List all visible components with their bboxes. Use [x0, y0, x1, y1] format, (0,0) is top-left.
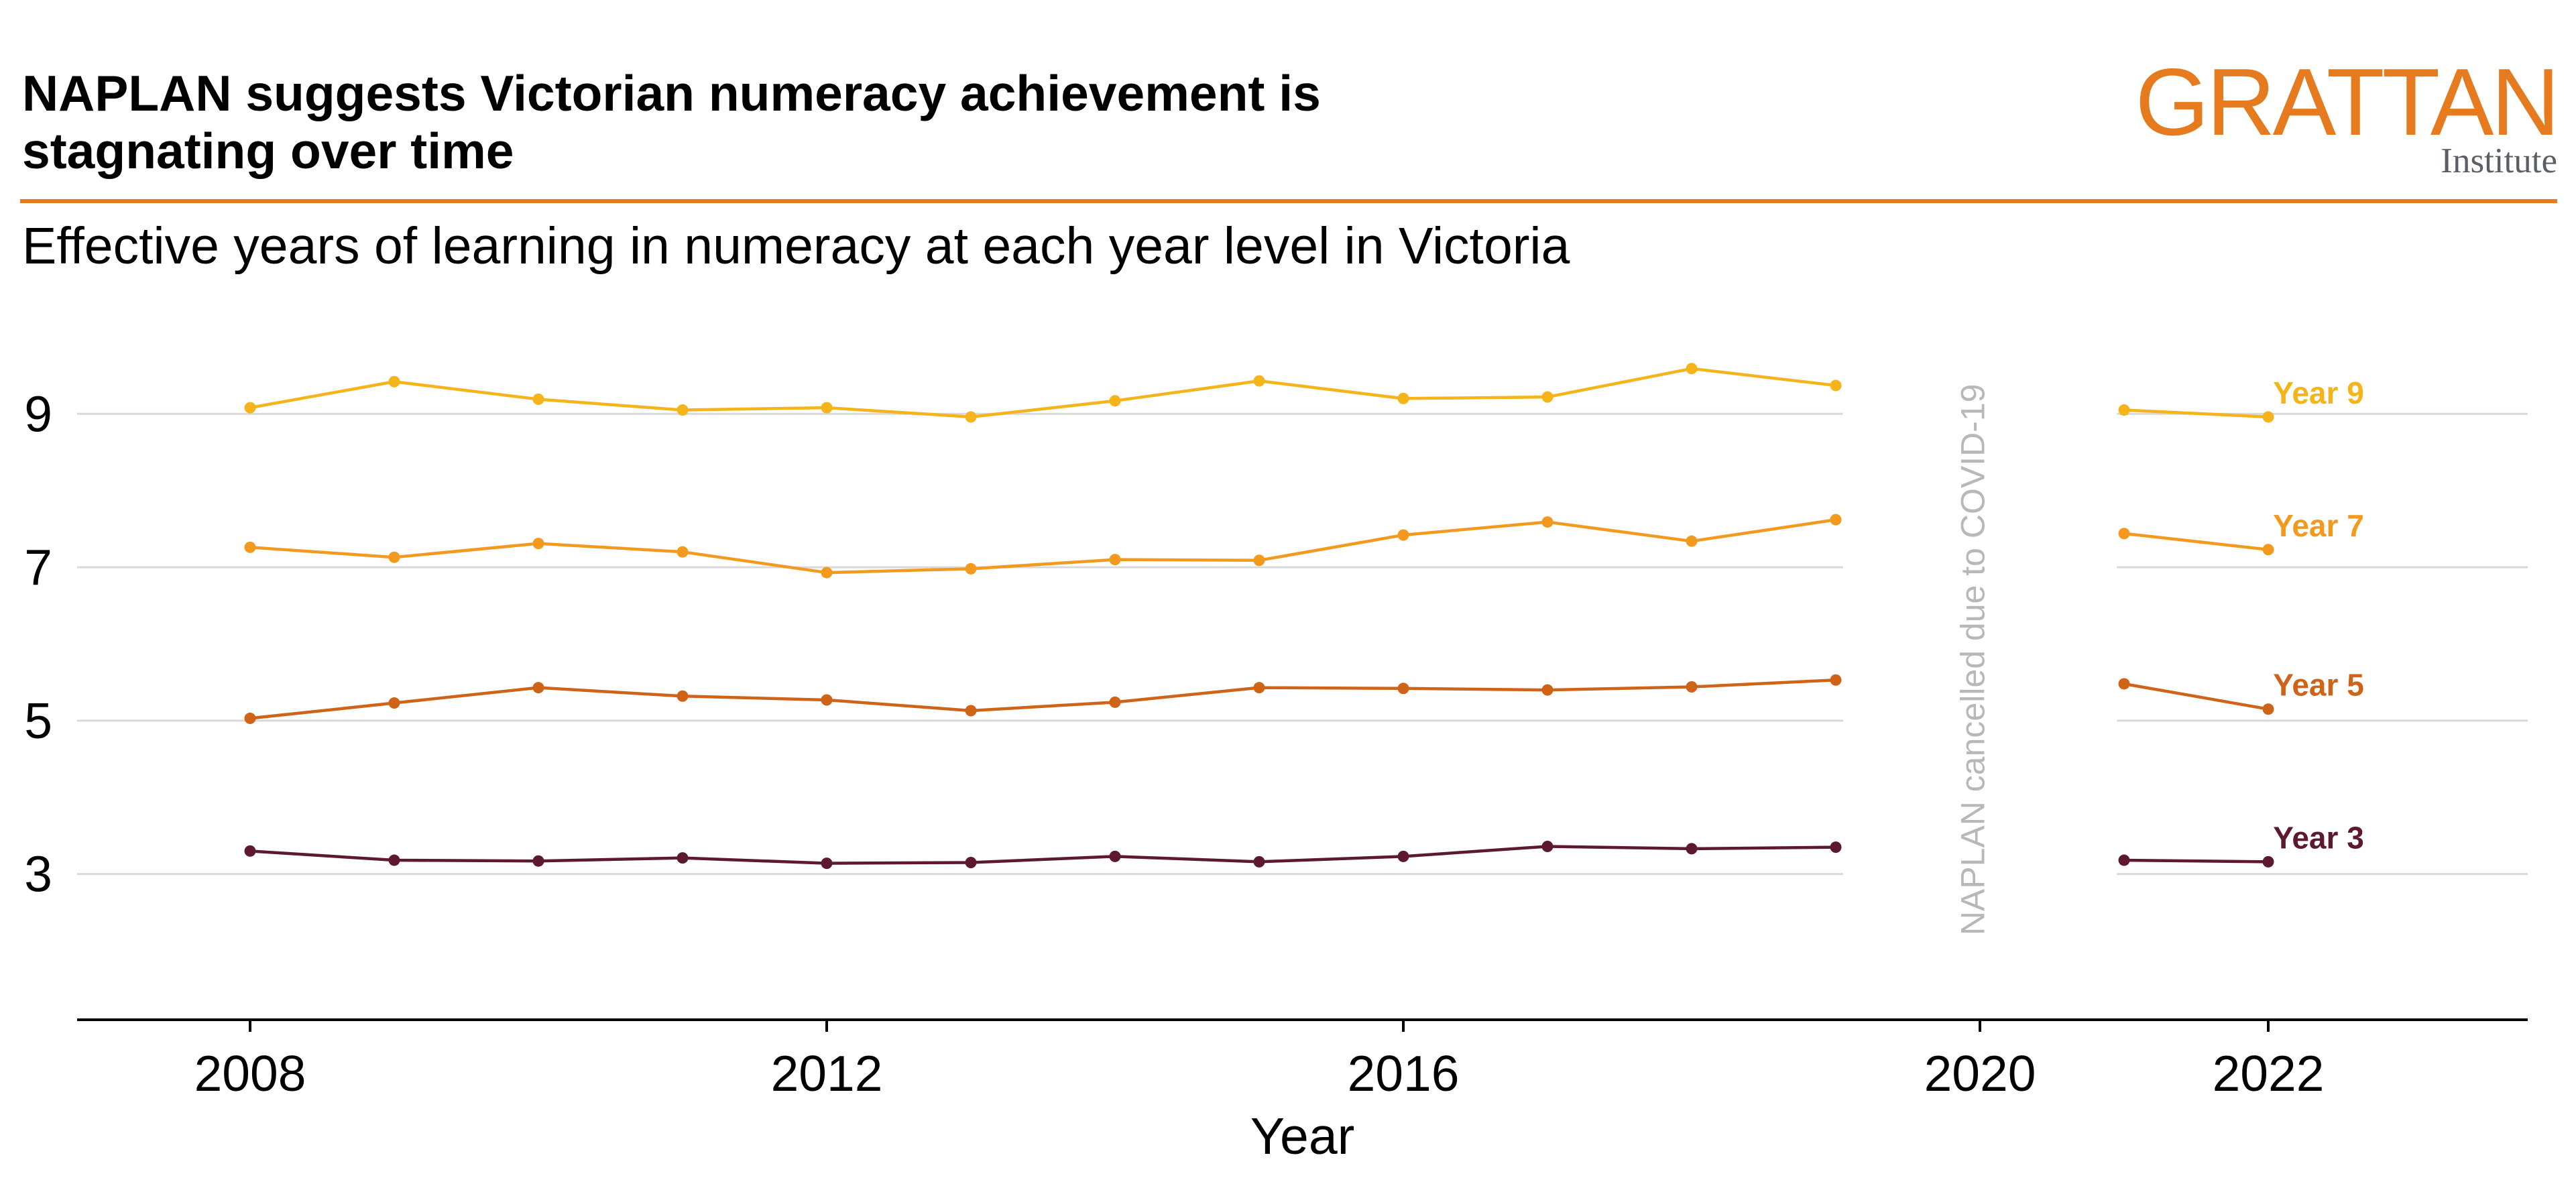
year-3-point: [1109, 850, 1121, 862]
year-3-point: [244, 845, 256, 857]
year-5-point: [965, 705, 977, 717]
x-tick-label: 2022: [2213, 1045, 2325, 1102]
year-5-line: [2123, 682, 2269, 711]
year-5-point: [388, 697, 400, 709]
year-3-point: [2262, 855, 2274, 868]
year-5-point: [1397, 683, 1409, 695]
x-tick-label: 2016: [1348, 1045, 1460, 1102]
year-7-point: [1686, 535, 1698, 547]
year-5-point: [677, 690, 689, 702]
year-7-point: [1253, 554, 1265, 567]
year-9-point: [965, 411, 977, 423]
year-7-point: [677, 546, 689, 558]
x-tick-label: 2012: [771, 1045, 883, 1102]
year-3-point: [965, 856, 977, 868]
year-5-point: [821, 694, 833, 706]
year-9-point: [1541, 391, 1554, 403]
year-5-point: [1109, 696, 1121, 708]
year-7-point: [2262, 544, 2274, 556]
year-9-point: [1830, 379, 1842, 392]
year-5-point: [1830, 674, 1842, 686]
year-9-line: [2123, 408, 2269, 419]
year-7-label: Year 7: [2273, 508, 2364, 543]
year-3-point: [1686, 843, 1698, 855]
year-9-point: [388, 375, 400, 388]
year-3-point: [1830, 841, 1842, 853]
year-3-point: [677, 852, 689, 864]
y-tick-label: 5: [24, 693, 52, 749]
year-9-point: [2262, 411, 2274, 423]
year-5-point: [244, 712, 256, 724]
chart-subtitle: Effective years of learning in numeracy …: [22, 217, 1570, 275]
year-3-point: [1541, 840, 1554, 852]
year-9-point: [821, 402, 833, 414]
year-7-line: [2123, 532, 2269, 551]
y-tick-label: 7: [24, 539, 52, 595]
year-9-point: [1397, 392, 1409, 404]
x-tick-label: 2008: [194, 1045, 306, 1102]
year-7-line: [249, 518, 1836, 575]
year-5-point: [1541, 684, 1554, 696]
year-5-point: [532, 682, 544, 694]
year-3-label: Year 3: [2273, 820, 2364, 855]
year-5-point: [1686, 681, 1698, 693]
covid-annotation: NAPLAN cancelled due to COVID-19: [1954, 384, 1991, 936]
year-3-point: [388, 854, 400, 866]
grattan-logo: GRATTAN Institute: [2135, 49, 2560, 180]
year-3-line: [249, 845, 1836, 865]
logo-subtext: Institute: [2441, 141, 2557, 180]
y-tick-label: 3: [24, 846, 52, 902]
year-3-point: [2118, 854, 2130, 866]
year-9-point: [2118, 404, 2130, 416]
x-tick-label: 2020: [1924, 1045, 2036, 1102]
year-3-point: [1397, 850, 1409, 862]
year-7-point: [1397, 529, 1409, 541]
year-9-line: [249, 367, 1836, 419]
year-3-point: [821, 858, 833, 870]
year-7-point: [1541, 516, 1554, 528]
year-9-point: [1109, 395, 1121, 407]
year-9-label: Year 9: [2273, 375, 2364, 410]
year-9-point: [677, 404, 689, 416]
x-axis-title: Year: [1250, 1108, 1355, 1165]
year-7-point: [2118, 528, 2130, 540]
chart-title: NAPLAN suggests Victorian numeracy achie…: [22, 65, 1321, 179]
year-9-point: [244, 402, 256, 414]
year-7-point: [821, 567, 833, 579]
title-divider: [20, 199, 2557, 203]
year-7-point: [965, 563, 977, 575]
logo-wordmark: GRATTAN: [2135, 49, 2560, 156]
year-3-point: [532, 855, 544, 867]
year-7-point: [532, 538, 544, 550]
year-7-point: [244, 541, 256, 553]
year-9-point: [532, 394, 544, 406]
year-5-line: [249, 678, 1836, 720]
year-9-point: [1686, 363, 1698, 375]
year-5-label: Year 5: [2273, 668, 2364, 703]
y-tick-label: 9: [24, 386, 52, 442]
year-7-point: [388, 551, 400, 563]
year-3-line: [2123, 858, 2269, 864]
year-7-point: [1109, 554, 1121, 566]
year-3-point: [1253, 855, 1265, 868]
year-5-point: [2262, 703, 2274, 715]
year-5-point: [1253, 682, 1265, 694]
year-5-point: [2118, 678, 2130, 690]
year-7-point: [1830, 514, 1842, 526]
year-9-point: [1253, 375, 1265, 387]
